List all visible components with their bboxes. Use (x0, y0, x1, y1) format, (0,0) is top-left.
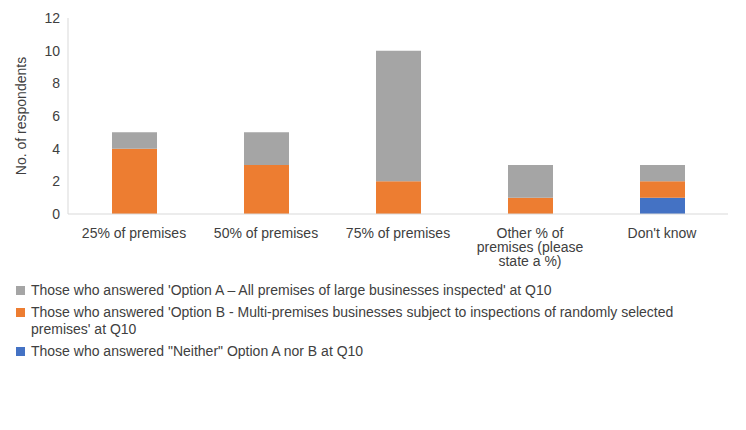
svg-text:6: 6 (52, 108, 60, 124)
svg-text:0: 0 (52, 206, 60, 222)
svg-text:25% of premises: 25% of premises (82, 225, 186, 241)
svg-text:8: 8 (52, 75, 60, 91)
svg-text:2: 2 (52, 173, 60, 189)
svg-text:75% of premises: 75% of premises (346, 225, 450, 241)
svg-text:12: 12 (44, 10, 60, 26)
svg-text:10: 10 (44, 43, 60, 59)
html-text:Those who answered 'Option A –: Those who answered 'Option A – All premi… (31, 282, 552, 298)
html-text:Those who answered 'Option B -: Those who answered 'Option B - Multi-pre… (31, 304, 674, 337)
svg-text:4: 4 (52, 141, 60, 157)
svg-text:Don't know: Don't know (628, 225, 698, 241)
svg-text:No. of respondents: No. of respondents (13, 57, 29, 175)
svg-text:Other % ofpremises (pleasestat: Other % ofpremises (pleasestate a %) (477, 225, 584, 269)
html-text:Those who answered "Neither" O: Those who answered "Neither" Option A no… (31, 343, 364, 359)
svg-text:50% of premises: 50% of premises (214, 225, 318, 241)
